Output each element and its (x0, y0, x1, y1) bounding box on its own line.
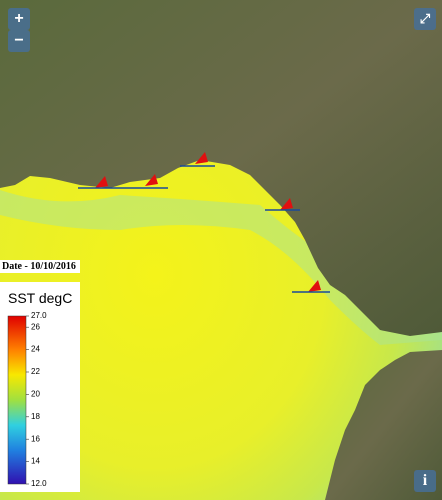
legend-title: SST degC (8, 290, 73, 306)
colorbar-tick-label: 12.0 (31, 479, 47, 488)
colorbar-tick-label: 27.0 (31, 311, 47, 320)
zoom-in[interactable]: + (8, 8, 30, 30)
colorbar-tick-label: 18 (31, 412, 40, 421)
fullscreen-button[interactable]: ⤢ (414, 8, 436, 30)
land-south (325, 350, 442, 500)
colorbar-tick-label: 16 (31, 434, 40, 443)
sea-shade (0, 190, 442, 345)
colorbar-tick-label: 20 (31, 390, 40, 399)
info-button[interactable]: i (414, 470, 436, 492)
zoom-out[interactable]: − (8, 30, 30, 52)
colorbar-gradient (7, 315, 27, 485)
date-label: Date - 10/10/2016 (0, 260, 80, 273)
colorbar: 27.0 26 24 22 20 18 16 14 12.0 (7, 311, 47, 488)
colorbar-tick-label: 14 (31, 457, 40, 466)
land-north (0, 0, 442, 336)
station-markers (95, 152, 321, 292)
colorbar-tick-label: 24 (31, 345, 40, 354)
colorbar-tick-label: 22 (31, 367, 40, 376)
colorbar-tick-label: 26 (31, 322, 40, 331)
legend: SST degC 27.0 26 24 22 20 18 16 14 12.0 (0, 282, 80, 492)
station-lines (78, 165, 330, 293)
